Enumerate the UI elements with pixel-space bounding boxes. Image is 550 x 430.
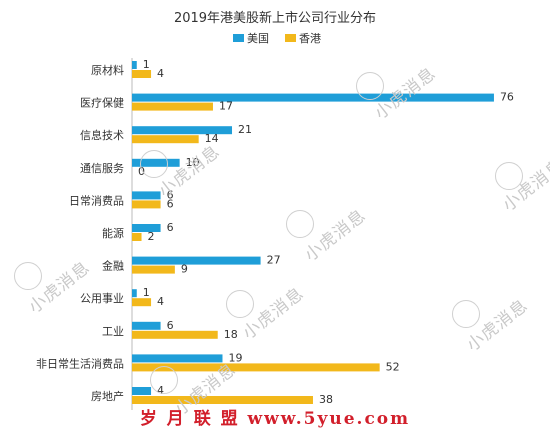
watermark-logo-icon [150,366,178,394]
bar [132,61,137,69]
bar [132,387,152,395]
data-label: 6 [167,188,174,201]
bar [132,200,161,209]
bar [132,298,152,307]
bar [132,256,261,265]
category-label: 信息技术 [80,128,124,142]
bar [132,102,213,111]
bar [132,321,161,330]
data-label: 1 [143,286,150,299]
bar [132,191,161,200]
data-label: 52 [386,360,400,373]
bar [132,354,223,363]
watermark-logo-icon [140,150,168,178]
category-label: 能源 [102,226,124,240]
bar [132,363,380,372]
data-label: 6 [167,221,174,234]
category-label: 非日常生活消费品 [36,356,124,370]
category-label: 房地产 [91,389,124,403]
watermark-logo-icon [356,72,384,100]
legend-swatch [233,34,244,42]
watermark-logo-icon [495,162,523,190]
bar [132,396,313,404]
watermark-logo-icon [14,262,42,290]
bar [132,289,137,298]
bar [132,265,175,274]
data-label: 6 [167,319,174,332]
data-label: 17 [219,100,233,113]
watermark-logo-icon [452,300,480,328]
category-label: 通信服务 [80,162,124,175]
data-label: 19 [228,351,242,364]
legend: 美国 香港 [233,32,321,45]
category-label: 工业 [102,325,124,338]
bar [132,126,233,135]
data-label: 10 [186,156,200,169]
watermark-logo-icon [286,210,314,238]
legend-swatch [285,34,296,42]
data-label: 21 [238,123,252,136]
footer-brand-watermark: 岁 月 联 盟 www.5yue.com [139,409,411,429]
legend-label: 美国 [247,32,269,45]
bar [132,233,142,241]
legend-label: 香港 [299,32,321,45]
category-label: 金融 [102,259,124,273]
data-label: 38 [319,393,333,406]
data-label: 1 [143,58,150,71]
category-label: 公用事业 [80,292,124,305]
bar [132,224,161,232]
category-label: 医疗保健 [80,96,124,110]
category-label: 日常消费品 [69,193,124,207]
data-label: 9 [181,263,188,276]
data-label: 18 [224,328,238,341]
category-label: 原材料 [91,63,124,77]
data-label: 76 [500,91,514,104]
data-label: 27 [267,254,281,267]
category-labels: 原材料医疗保健信息技术通信服务日常消费品能源金融公用事业工业非日常生活消费品房地… [36,63,124,403]
data-label: 14 [205,132,219,145]
data-label: 6 [167,197,174,210]
chart-title: 2019年港美股新上市公司行业分布 [174,10,376,26]
watermark-logo-icon [226,290,254,318]
bar [132,135,199,144]
data-label: 4 [157,67,164,80]
bar [132,70,152,78]
bar [132,330,218,339]
bars [132,61,494,404]
data-label: 4 [157,295,164,308]
bar [132,93,494,102]
data-label: 2 [148,230,155,243]
